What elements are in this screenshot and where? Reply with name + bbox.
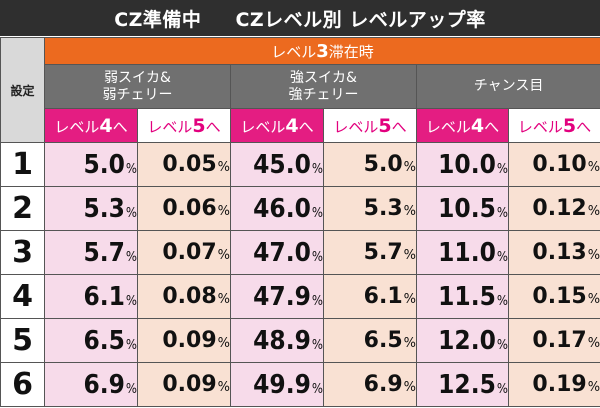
rate-to-level5-cell: 0.12% (507, 186, 600, 231)
rate-to-level5-cell: 6.1% (323, 274, 417, 319)
rate-to-level4-cell: 5.3% (44, 186, 138, 231)
table-row: 4 6.1% 0.08% 47.9% 6.1% 11.5% 0.15% (0, 274, 600, 319)
rate-to-level4-cell: 11.0% (416, 230, 509, 275)
to-level4-header: レベル4へ (44, 108, 138, 143)
levelup-rate-table: 設定 レベル3滞在時 弱スイカ& 弱チェリー 強スイカ& 強チェリー チャンス目 レ… (0, 37, 600, 407)
rate-to-level4-cell: 12.0% (416, 318, 509, 363)
setting-number: 4 (0, 274, 45, 319)
rate-to-level4-cell: 47.9% (230, 274, 324, 319)
category-strong-suika-cherry: 強スイカ& 強チェリー (230, 64, 417, 109)
setting-number: 1 (0, 142, 45, 187)
rate-to-level5-cell: 0.10% (507, 142, 600, 187)
level3-header: レベル3滞在時 (43, 37, 600, 65)
category-chance-me: チャンス目 (415, 64, 600, 109)
title-bar: CZ準備中 CZレベル別 レベルアップ率 (0, 0, 600, 36)
to-level5-header: レベル5へ (323, 108, 417, 143)
rate-to-level4-cell: 48.9% (230, 318, 324, 363)
rate-to-level5-cell: 0.17% (507, 318, 600, 363)
rate-to-level5-cell: 5.0% (323, 142, 417, 187)
rate-to-level5-cell: 5.3% (323, 186, 417, 231)
table-row: 5 6.5% 0.09% 48.9% 6.5% 12.0% 0.17% (0, 318, 600, 363)
setting-header: 設定 (0, 37, 45, 143)
rate-to-level5-cell: 0.06% (137, 186, 231, 231)
category-weak-suika-cherry: 弱スイカ& 弱チェリー (44, 64, 231, 109)
rate-to-level5-cell: 0.09% (137, 318, 231, 363)
rate-to-level5-cell: 0.13% (507, 230, 600, 275)
setting-number: 3 (0, 230, 45, 275)
setting-number: 2 (0, 186, 45, 231)
rate-to-level5-cell: 6.9% (323, 362, 417, 407)
title-right: CZレベル別 レベルアップ率 (235, 8, 486, 31)
to-level5-header: レベル5へ (507, 108, 600, 143)
rate-to-level5-cell: 0.07% (137, 230, 231, 275)
setting-number: 5 (0, 318, 45, 363)
rate-to-level4-cell: 46.0% (230, 186, 324, 231)
table-row: 1 5.0% 0.05% 45.0% 5.0% 10.0% 0.10% (0, 142, 600, 187)
rate-to-level5-cell: 0.09% (137, 362, 231, 407)
rate-to-level5-cell: 5.7% (323, 230, 417, 275)
to-level5-header: レベル5へ (137, 108, 231, 143)
rate-to-level4-cell: 5.7% (44, 230, 138, 275)
rate-to-level4-cell: 6.1% (44, 274, 138, 319)
table-row: 6 6.9% 0.09% 49.9% 6.9% 12.5% 0.19% (0, 362, 600, 407)
to-level4-header: レベル4へ (230, 108, 324, 143)
rate-to-level4-cell: 6.5% (44, 318, 138, 363)
rate-to-level5-cell: 6.5% (323, 318, 417, 363)
rate-to-level4-cell: 10.5% (416, 186, 509, 231)
rate-to-level5-cell: 0.15% (507, 274, 600, 319)
rate-to-level5-cell: 0.08% (137, 274, 231, 319)
rate-to-level4-cell: 49.9% (230, 362, 324, 407)
rate-to-level4-cell: 10.0% (416, 142, 509, 187)
rate-to-level5-cell: 0.19% (507, 362, 600, 407)
table-row: 3 5.7% 0.07% 47.0% 5.7% 11.0% 0.13% (0, 230, 600, 275)
rate-to-level4-cell: 47.0% (230, 230, 324, 275)
rate-to-level4-cell: 12.5% (416, 362, 509, 407)
table-row: 2 5.3% 0.06% 46.0% 5.3% 10.5% 0.12% (0, 186, 600, 231)
rate-to-level4-cell: 11.5% (416, 274, 509, 319)
to-level4-header: レベル4へ (416, 108, 509, 143)
rate-to-level4-cell: 45.0% (230, 142, 324, 187)
setting-number: 6 (0, 362, 45, 407)
title-left: CZ準備中 (114, 8, 202, 31)
rate-to-level4-cell: 6.9% (44, 362, 138, 407)
rate-to-level4-cell: 5.0% (44, 142, 138, 187)
rate-to-level5-cell: 0.05% (137, 142, 231, 187)
